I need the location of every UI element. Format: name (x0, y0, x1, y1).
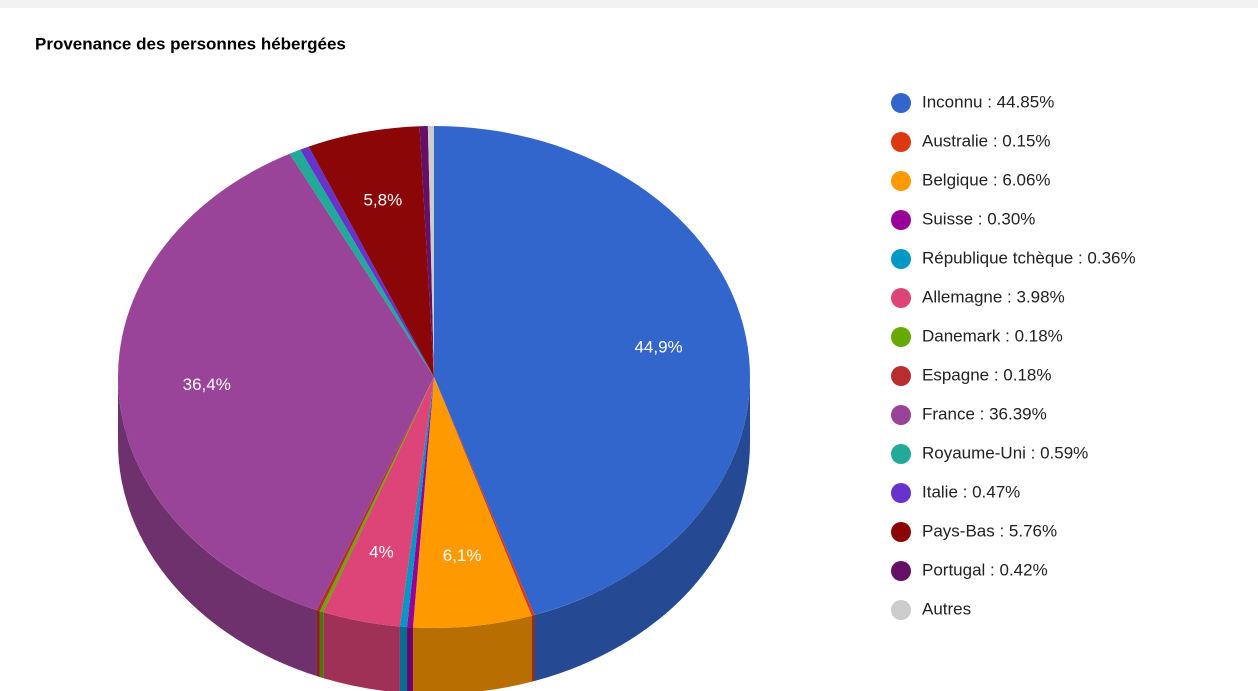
legend-swatch (891, 522, 911, 542)
slice (319, 377, 434, 613)
slice-side (399, 626, 408, 691)
slice (419, 126, 434, 378)
slice-label: 36,4% (183, 375, 231, 394)
legend-swatch (891, 366, 911, 386)
legend-label: Allemagne : 3.98% (922, 287, 1065, 306)
legend-label: Inconnu : 44.85% (922, 92, 1054, 111)
legend-label: Danemark : 0.18% (922, 326, 1063, 345)
legend-label: Royaume-Uni : 0.59% (922, 443, 1088, 462)
pie (117, 126, 751, 691)
legend-swatch (891, 132, 911, 152)
slice (300, 146, 434, 377)
slice (412, 377, 532, 628)
legend-label: Espagne : 0.18% (922, 365, 1051, 384)
slice-label: 4% (369, 542, 394, 561)
chart-title: Provenance des personnes hébergées (35, 34, 346, 53)
legend-swatch (891, 561, 911, 581)
slice-side (316, 610, 320, 678)
slice (434, 126, 751, 615)
slice (323, 377, 434, 627)
slice-side (319, 611, 324, 679)
legend-label: Autres (922, 599, 971, 618)
legend-label: Suisse : 0.30% (922, 209, 1035, 228)
slice-side (534, 377, 750, 681)
legend-swatch (891, 171, 911, 191)
legend-label: Italie : 0.47% (922, 482, 1020, 501)
legend-swatch (891, 600, 911, 620)
slice-label: 6,1% (443, 546, 482, 565)
slice (316, 377, 434, 612)
slice (308, 126, 434, 378)
slice (117, 153, 434, 611)
legend-swatch (891, 93, 911, 113)
legend-label: Belgique : 6.06% (922, 170, 1051, 189)
legend-swatch (891, 327, 911, 347)
slice-side (531, 614, 535, 682)
legend-swatch (891, 444, 911, 464)
legend-label: France : 36.39% (922, 404, 1047, 423)
legend-swatch (891, 249, 911, 269)
legend-label: Pays-Bas : 5.76% (922, 521, 1057, 540)
slice-side (407, 627, 413, 691)
legend-label: Portugal : 0.42% (922, 560, 1048, 579)
legend-swatch (891, 210, 911, 230)
slice (434, 377, 535, 616)
slice-label: 44,9% (634, 337, 682, 356)
legend-swatch (891, 483, 911, 503)
legend-swatch (891, 405, 911, 425)
slice (407, 377, 434, 628)
legend-label: Australie : 0.15% (922, 131, 1051, 150)
slice (289, 149, 434, 377)
slice-side (118, 377, 317, 677)
slice (399, 377, 434, 628)
slice (427, 126, 434, 377)
legend: Inconnu : 44.85% Australie : 0.15% Belgiqu… (891, 92, 1136, 620)
slice-label: 5,8% (363, 190, 402, 209)
slice-side (412, 615, 532, 691)
legend-swatch (891, 288, 911, 308)
legend-label: République tchèque : 0.36% (922, 248, 1136, 267)
slice-side (323, 612, 400, 691)
